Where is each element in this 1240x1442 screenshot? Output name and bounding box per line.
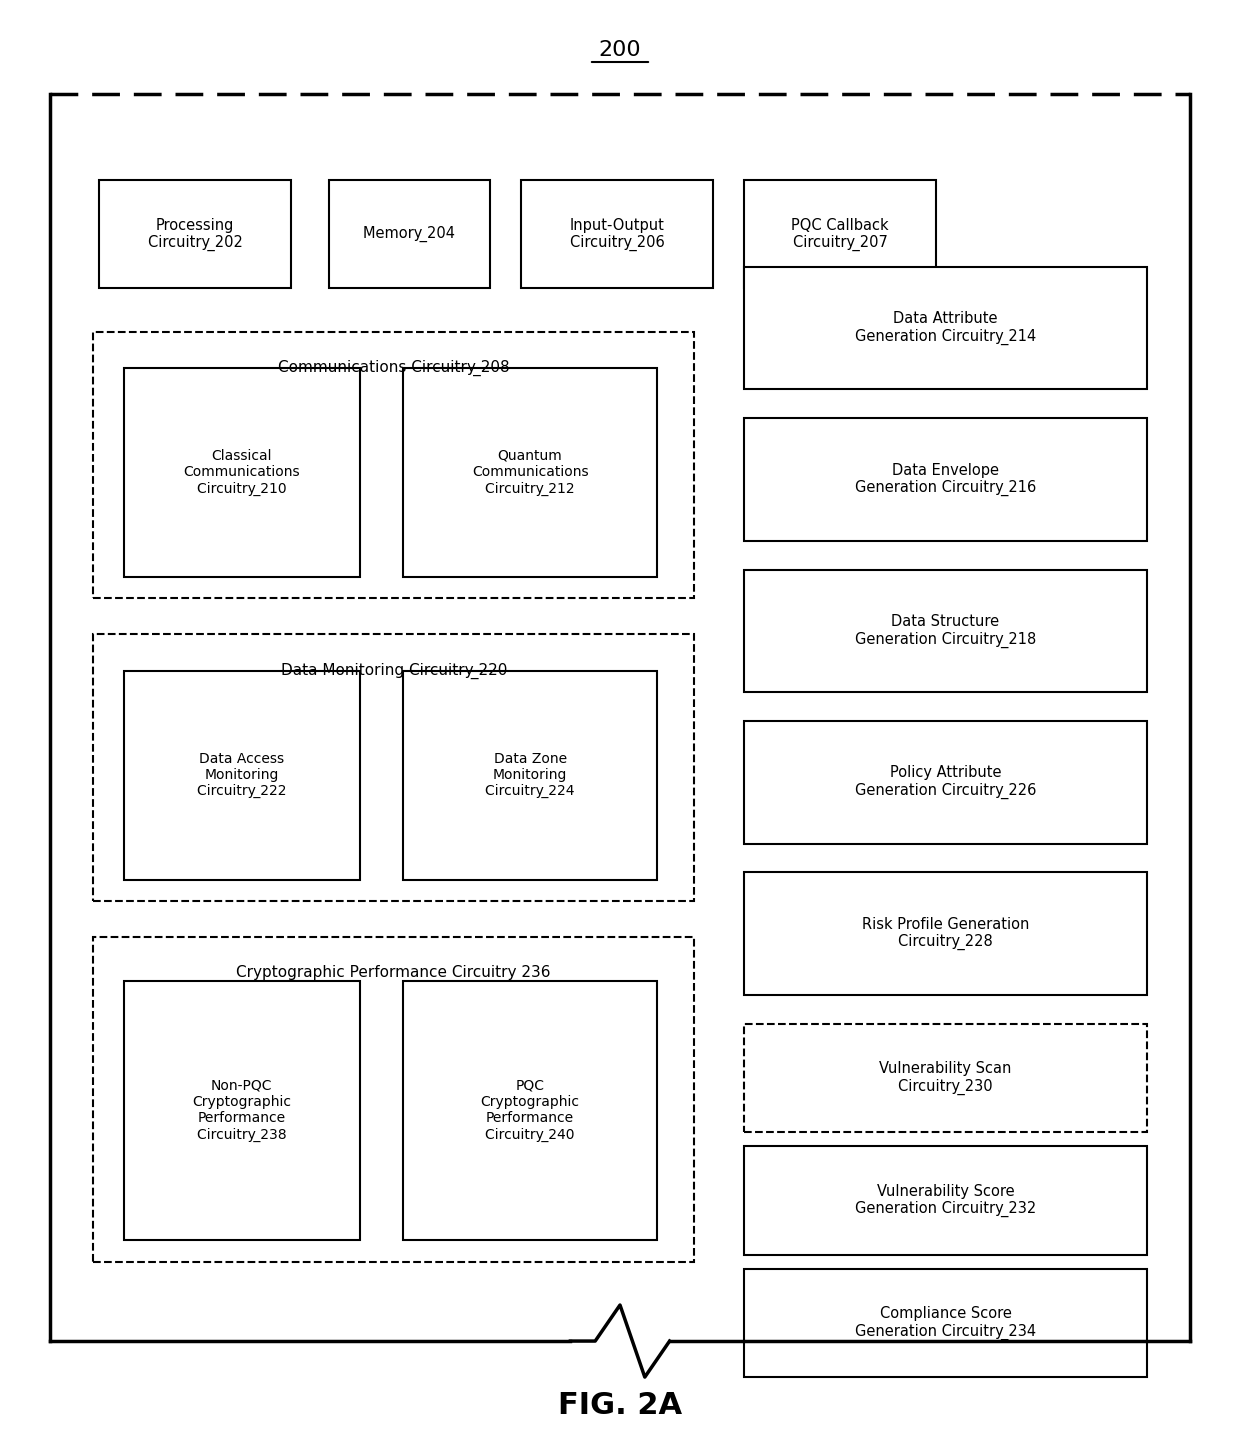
Text: Compliance Score
Generation Circuitry ̲234: Compliance Score Generation Circuitry ̲2… xyxy=(854,1306,1037,1340)
FancyBboxPatch shape xyxy=(99,180,291,288)
Text: Data Zone
Monitoring
Circuitry ̲224: Data Zone Monitoring Circuitry ̲224 xyxy=(485,751,575,799)
FancyBboxPatch shape xyxy=(744,1024,1147,1132)
FancyBboxPatch shape xyxy=(329,180,490,288)
Text: 200: 200 xyxy=(599,40,641,61)
FancyBboxPatch shape xyxy=(744,570,1147,692)
Text: Communications Circuitry ̲208: Communications Circuitry ̲208 xyxy=(278,359,510,376)
FancyBboxPatch shape xyxy=(744,1146,1147,1255)
FancyBboxPatch shape xyxy=(744,1269,1147,1377)
Text: Data Structure
Generation Circuitry ̲218: Data Structure Generation Circuitry ̲218 xyxy=(854,614,1037,647)
Text: FIG. 2A: FIG. 2A xyxy=(558,1392,682,1420)
Text: Risk Profile Generation
Circuitry ̲228: Risk Profile Generation Circuitry ̲228 xyxy=(862,917,1029,950)
FancyBboxPatch shape xyxy=(93,634,694,901)
Text: Non-PQC
Cryptographic
Performance
Circuitry ̲238: Non-PQC Cryptographic Performance Circui… xyxy=(192,1079,291,1142)
FancyBboxPatch shape xyxy=(744,267,1147,389)
Text: Policy Attribute
Generation Circuitry ̲226: Policy Attribute Generation Circuitry ̲2… xyxy=(854,766,1037,799)
FancyBboxPatch shape xyxy=(521,180,713,288)
FancyBboxPatch shape xyxy=(124,981,360,1240)
FancyBboxPatch shape xyxy=(744,418,1147,541)
Text: PQC
Cryptographic
Performance
Circuitry ̲240: PQC Cryptographic Performance Circuitry … xyxy=(481,1079,579,1142)
Text: Data Access
Monitoring
Circuitry ̲222: Data Access Monitoring Circuitry ̲222 xyxy=(197,751,286,799)
Text: Data Envelope
Generation Circuitry ̲216: Data Envelope Generation Circuitry ̲216 xyxy=(854,463,1037,496)
FancyBboxPatch shape xyxy=(93,332,694,598)
FancyBboxPatch shape xyxy=(93,937,694,1262)
Text: PQC Callback
Circuitry ̲207: PQC Callback Circuitry ̲207 xyxy=(791,218,889,251)
FancyBboxPatch shape xyxy=(744,180,936,288)
FancyBboxPatch shape xyxy=(744,721,1147,844)
Text: Cryptographic Performance Circuitry ̲236: Cryptographic Performance Circuitry ̲236 xyxy=(237,965,551,982)
Text: Classical
Communications
Circuitry ̲210: Classical Communications Circuitry ̲210 xyxy=(184,448,300,496)
Text: Data Attribute
Generation Circuitry ̲214: Data Attribute Generation Circuitry ̲214 xyxy=(854,311,1037,345)
Text: Vulnerability Score
Generation Circuitry ̲232: Vulnerability Score Generation Circuitry… xyxy=(854,1184,1037,1217)
FancyBboxPatch shape xyxy=(124,368,360,577)
Text: Vulnerability Scan
Circuitry ̲230: Vulnerability Scan Circuitry ̲230 xyxy=(879,1061,1012,1094)
Text: Input-Output
Circuitry ̲206: Input-Output Circuitry ̲206 xyxy=(569,218,665,251)
Text: Processing
Circuitry ̲202: Processing Circuitry ̲202 xyxy=(148,218,243,251)
FancyBboxPatch shape xyxy=(403,671,657,880)
FancyBboxPatch shape xyxy=(403,368,657,577)
FancyBboxPatch shape xyxy=(744,872,1147,995)
Text: Data Monitoring Circuitry ̲220: Data Monitoring Circuitry ̲220 xyxy=(280,662,507,679)
Text: Quantum
Communications
Circuitry ̲212: Quantum Communications Circuitry ̲212 xyxy=(471,448,589,496)
FancyBboxPatch shape xyxy=(403,981,657,1240)
FancyBboxPatch shape xyxy=(124,671,360,880)
Text: Memory ̲204: Memory ̲204 xyxy=(363,226,455,242)
